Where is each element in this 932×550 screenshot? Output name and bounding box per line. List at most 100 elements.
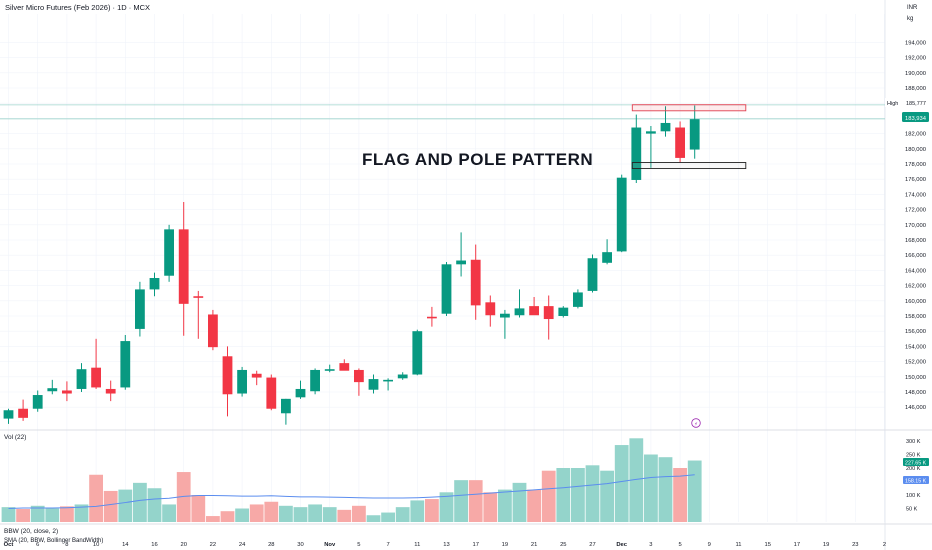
candle-body	[18, 408, 28, 418]
candle	[383, 378, 393, 391]
candle	[91, 338, 101, 389]
volume-bar	[60, 506, 74, 522]
time-tick-label: 11	[414, 542, 420, 548]
volume-bar	[191, 495, 206, 522]
candle-body	[47, 388, 58, 392]
last-price-badge: 183,934	[902, 112, 929, 122]
price-tick-label: 176,000	[905, 177, 926, 183]
high-label: High 185,777	[885, 98, 929, 107]
candle	[251, 370, 262, 386]
volume-sma-line	[8, 474, 695, 509]
candle-body	[689, 119, 700, 150]
candle-body	[251, 373, 262, 378]
candle	[222, 346, 233, 417]
candle-body	[675, 127, 685, 158]
volume-bar	[556, 468, 571, 522]
volume-bar	[454, 480, 468, 522]
pattern-box-upper[interactable]	[631, 104, 747, 112]
price-tick-label: 148,000	[905, 390, 926, 396]
time-axis[interactable]: Oct 6 8 10 14 16 20 22 24 28 30 Nov 5 7 11 13 17 19 21 25 27…	[4, 542, 886, 548]
time-tick-label: 8	[65, 542, 68, 548]
candle	[76, 363, 87, 392]
candle-body	[135, 289, 145, 329]
time-tick-label: 14	[122, 542, 129, 548]
candle	[18, 399, 28, 421]
price-tick-label: 156,000	[905, 329, 926, 335]
candle-body	[149, 278, 160, 290]
candle	[456, 232, 466, 277]
volume-bars	[1, 438, 702, 522]
volume-bar	[118, 489, 133, 522]
time-tick-label: Oct	[4, 542, 14, 548]
volume-bar	[176, 472, 191, 522]
candle-body	[485, 302, 496, 316]
time-tick-label: 17	[472, 542, 478, 548]
volume-bar	[644, 454, 658, 522]
grid	[0, 14, 885, 522]
candle-body	[105, 388, 116, 394]
candle	[32, 390, 43, 412]
volume-bar	[30, 505, 45, 522]
candle	[397, 372, 408, 380]
chart-title: Silver Micro Futures (Feb 2026) · 1D · M…	[5, 3, 150, 12]
time-tick-label: 2	[883, 542, 886, 548]
candle	[529, 297, 539, 316]
volume-bar	[308, 504, 322, 522]
time-tick-label: 27	[589, 542, 595, 548]
candle	[368, 374, 379, 394]
candle	[514, 289, 525, 318]
volume-bar	[425, 499, 439, 522]
flag-marker[interactable]: ⚡	[691, 418, 701, 428]
candle	[354, 368, 364, 396]
price-axis[interactable]: 146,000 148,000 150,000 152,000 154,000 156,0…	[905, 40, 926, 411]
price-tick-label: 172,000	[905, 208, 926, 214]
pattern-boxes[interactable]	[631, 104, 747, 170]
svg-text:⚡: ⚡	[694, 422, 698, 428]
candle	[470, 244, 481, 320]
price-tick-label: 162,000	[905, 284, 926, 290]
volume-bar	[74, 504, 89, 522]
time-tick-label: 3	[649, 542, 652, 548]
volume-tick-label: 200 K	[906, 466, 921, 472]
candle-body	[295, 388, 306, 398]
volume-bar	[162, 504, 176, 522]
volume-bar	[206, 516, 220, 522]
candle	[3, 408, 14, 424]
currency-label: INR	[907, 5, 918, 11]
volume-sma-value: 158.15 K	[905, 479, 927, 485]
candle	[62, 381, 72, 402]
candle	[558, 306, 569, 318]
candle	[164, 224, 174, 282]
volume-bar	[541, 470, 556, 522]
candle	[105, 380, 116, 402]
candle-body	[660, 122, 671, 132]
volume-bar	[235, 508, 249, 522]
candle-body	[32, 395, 43, 409]
candle	[412, 329, 423, 376]
candle-body	[91, 367, 101, 388]
candle	[339, 359, 350, 371]
pattern-box-lower[interactable]	[631, 162, 747, 170]
time-tick-label: 5	[357, 542, 360, 548]
candle-body	[500, 313, 510, 318]
candle-body	[514, 308, 525, 316]
candle-body	[222, 356, 233, 395]
price-tick-label: 164,000	[905, 268, 926, 274]
time-tick-label: 16	[151, 542, 157, 548]
candle-body	[354, 369, 364, 383]
pattern-annotation[interactable]: FLAG AND POLE PATTERN	[362, 150, 593, 169]
candle	[193, 290, 204, 339]
price-tick-label: 188,000	[905, 86, 926, 92]
time-tick-label: Dec	[616, 542, 627, 548]
price-tick-label: 166,000	[905, 253, 926, 259]
volume-bar	[279, 505, 293, 522]
candle-body	[339, 363, 350, 371]
candle-body	[62, 390, 72, 394]
candle-body	[310, 369, 320, 392]
candle-body	[456, 260, 466, 265]
volume-sma-badge: 158.15 K	[903, 476, 929, 485]
candle-body	[178, 229, 189, 304]
candle-body	[120, 341, 131, 388]
candle	[660, 106, 671, 137]
